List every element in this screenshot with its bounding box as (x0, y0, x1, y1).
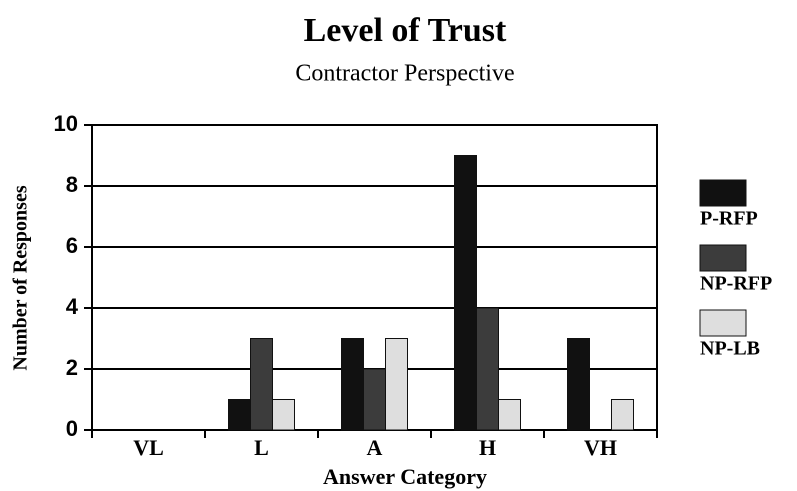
legend-swatch (699, 309, 747, 337)
bar (385, 338, 408, 431)
chart-title: Level of Trust (304, 12, 507, 49)
legend-label: NP-LB (700, 338, 760, 360)
y-tick-label: 10 (54, 111, 78, 136)
bar (250, 338, 273, 431)
bar (341, 338, 364, 431)
y-tick-label: 6 (66, 233, 78, 258)
bar (498, 399, 521, 431)
x-tick-label: L (254, 435, 269, 460)
y-tick-label: 0 (66, 416, 78, 441)
x-tick-label: H (479, 435, 496, 460)
y-tick-label: 8 (66, 172, 78, 197)
bar (228, 399, 251, 431)
legend-swatch (699, 179, 747, 207)
bar (611, 399, 634, 431)
x-tick-label: VH (584, 435, 617, 460)
y-tick-label: 2 (66, 355, 78, 380)
legend-label: NP-RFP (700, 273, 772, 295)
legend-label: P-RFP (700, 208, 758, 230)
y-tick-label: 4 (66, 294, 79, 319)
bar (272, 399, 295, 431)
y-axis-label: Number of Responses (10, 185, 32, 370)
x-tick-label: VL (133, 435, 164, 460)
bar (567, 338, 590, 431)
legend-swatch (699, 244, 747, 272)
x-tick-label: A (367, 435, 383, 460)
chart-subtitle: Contractor Perspective (295, 61, 514, 87)
x-axis-label: Answer Category (323, 464, 487, 489)
bar (363, 368, 386, 431)
bar (454, 155, 477, 431)
bar (476, 307, 499, 431)
